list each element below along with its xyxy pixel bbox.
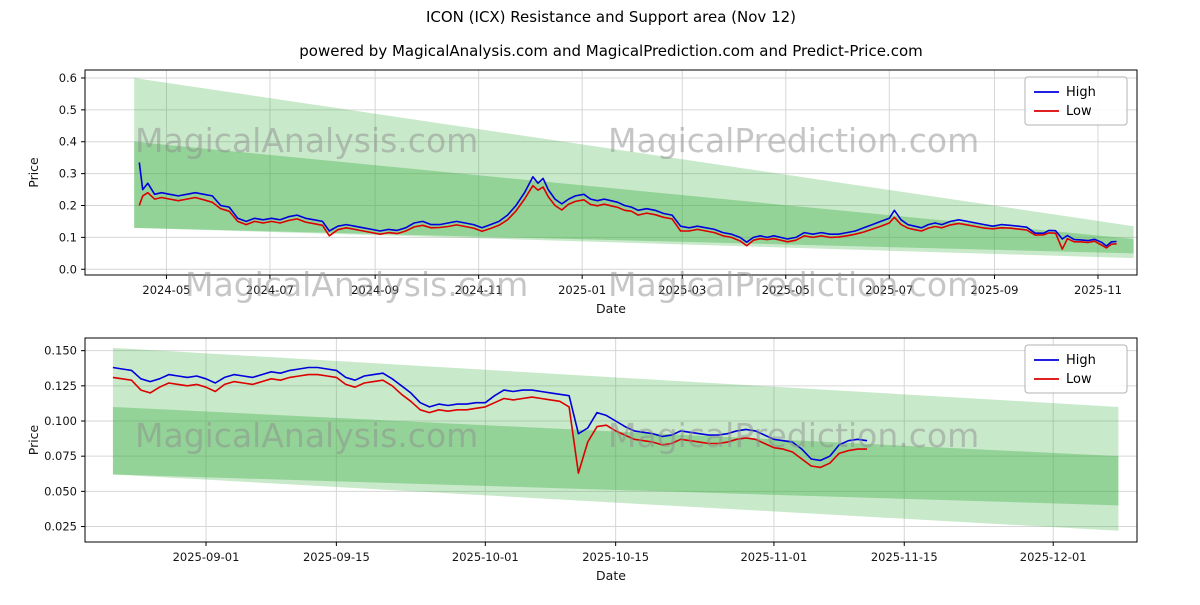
x-tick-label: 2025-11-01 <box>740 550 807 564</box>
legend: High Low <box>1024 76 1128 126</box>
x-axis-label: Date <box>596 568 626 583</box>
plot-border <box>84 337 1138 543</box>
y-tick-label: 0.6 <box>59 71 77 85</box>
legend-high-label: High <box>1066 85 1096 100</box>
x-tick-label: 2025-10-15 <box>582 550 649 564</box>
y-tick-label: 0.125 <box>44 379 77 393</box>
y-tick-label: 0.1 <box>59 230 77 244</box>
support-resistance-band <box>112 347 1119 531</box>
legend-low-label: Low <box>1066 104 1092 119</box>
high-line <box>112 366 868 462</box>
legend: High Low <box>1024 344 1128 394</box>
y-tick-label: 0.0 <box>59 262 77 276</box>
x-tick-label: 2025-12-01 <box>1020 550 1087 564</box>
watermark-text: MagicalAnalysis.com <box>135 121 478 160</box>
watermark-layer: MagicalAnalysis.com MagicalPrediction.com… <box>135 121 979 455</box>
x-tick-label: 2025-10-01 <box>452 550 519 564</box>
watermark-text: MagicalPrediction.com <box>608 121 979 160</box>
legend-box <box>1024 76 1128 126</box>
y-tick-label: 0.025 <box>44 520 77 534</box>
x-tick-label: 2025-11 <box>1074 283 1122 297</box>
chart-subtitle: powered by MagicalAnalysis.com and Magic… <box>299 42 923 60</box>
legend-high-label: High <box>1066 353 1096 368</box>
x-tick-label: 2024-09 <box>351 283 399 297</box>
y-axis-label: Price <box>26 424 41 455</box>
x-axis-label: Date <box>596 301 626 316</box>
x-tick-label: 2025-03 <box>658 283 706 297</box>
support-resistance-band <box>112 406 1119 506</box>
plot-border <box>84 69 1138 276</box>
x-tick-label: 2024-07 <box>246 283 294 297</box>
top-chart: 2024-05 2024-07 2024-09 2024-11 2025-01 2025-… <box>26 69 1138 316</box>
y-tick-label: 0.4 <box>59 135 77 149</box>
y-tick-label: 0.050 <box>44 484 77 498</box>
y-tick-label: 0.3 <box>59 167 77 181</box>
x-tick-label: 2024-11 <box>455 283 503 297</box>
x-tick-label: 2025-05 <box>762 283 810 297</box>
x-tick-label: 2025-11-15 <box>871 550 938 564</box>
y-tick-label: 0.075 <box>44 449 77 463</box>
high-line <box>138 162 1117 247</box>
watermark-text: MagicalAnalysis.com <box>135 416 478 455</box>
x-tick-label: 2025-09-15 <box>303 550 370 564</box>
x-tick-label: 2025-07 <box>865 283 913 297</box>
y-tick-label: 0.5 <box>59 103 77 117</box>
legend-low-label: Low <box>1066 372 1092 387</box>
watermark-text: MagicalAnalysis.com <box>185 265 528 304</box>
x-tick-label: 2025-09 <box>970 283 1018 297</box>
x-tick-label: 2025-01 <box>558 283 606 297</box>
low-line <box>112 373 867 474</box>
legend-box <box>1024 344 1128 394</box>
x-tick-label: 2025-09-01 <box>173 550 240 564</box>
support-resistance-band <box>134 77 1134 259</box>
x-tick-label: 2024-05 <box>142 283 190 297</box>
chart-title: ICON (ICX) Resistance and Support area (… <box>426 8 796 26</box>
y-axis-label: Price <box>26 157 41 188</box>
y-tick-label: 0.150 <box>44 344 77 358</box>
bottom-chart: 2025-09-01 2025-09-15 2025-10-01 2025-10-15… <box>26 337 1138 583</box>
watermark-text: MagicalPrediction.com <box>608 416 979 455</box>
low-line <box>138 184 1117 250</box>
watermark-text: MagicalPrediction.com <box>608 265 979 304</box>
y-tick-label: 0.2 <box>59 198 77 212</box>
y-tick-label: 0.100 <box>44 414 77 428</box>
